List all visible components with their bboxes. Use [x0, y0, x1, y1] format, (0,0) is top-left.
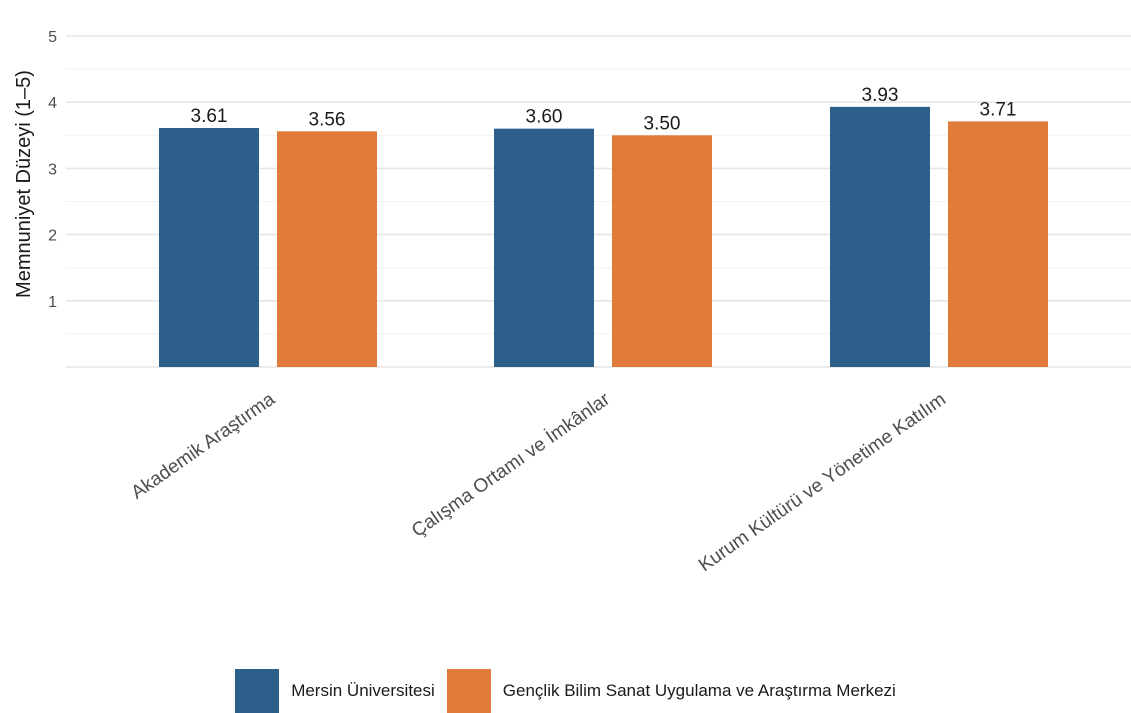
bar: [159, 128, 259, 367]
legend-label-mersin: Mersin Üniversitesi: [291, 681, 435, 700]
bar: [612, 135, 712, 367]
bar-value-label: 3.56: [309, 109, 346, 130]
y-tick-label: 4: [48, 95, 57, 112]
y-tick-label: 1: [48, 294, 57, 311]
data-labels: 3.61 3.56 3.60 3.50 3.93 3.71: [191, 85, 1017, 134]
legend-label-genclik: Gençlik Bilim Sanat Uygulama ve Araştırm…: [502, 681, 896, 700]
bar-value-label: 3.61: [191, 106, 228, 127]
y-tick-label: 3: [48, 161, 57, 178]
y-axis-label: Memnuniyet Düzeyi (1–5): [13, 70, 35, 298]
x-tick-label: Kurum Kültürü ve Yönetime Katılım: [695, 389, 950, 576]
bar: [830, 106, 930, 368]
legend-item-mersin: Mersin Üniversitesi: [235, 669, 435, 713]
x-tick-label: Çalışma Ortamı ve İmkânlar: [408, 389, 614, 542]
legend-swatch-mersin: [235, 669, 280, 713]
bar: [948, 121, 1048, 367]
bar-value-label: 3.71: [980, 99, 1017, 120]
x-axis-ticks: Akademik Araştırma Çalışma Ortamı ve İmkâ…: [128, 389, 950, 577]
bar-value-label: 3.50: [644, 113, 681, 134]
bar: [277, 131, 377, 367]
y-axis-ticks: 1 2 3 4 5: [48, 29, 57, 311]
legend: Mersin Üniversitesi Gençlik Bilim Sanat …: [0, 669, 1131, 713]
y-tick-label: 2: [48, 228, 57, 245]
bar-value-label: 3.93: [862, 85, 899, 106]
y-tick-label: 5: [48, 29, 57, 46]
bar-value-label: 3.60: [526, 107, 563, 128]
bar: [494, 128, 594, 367]
legend-swatch-genclik: [446, 669, 491, 713]
x-tick-label: Akademik Araştırma: [128, 389, 280, 504]
legend-item-genclik: Gençlik Bilim Sanat Uygulama ve Araştırm…: [446, 669, 896, 713]
bars: [159, 106, 1048, 368]
